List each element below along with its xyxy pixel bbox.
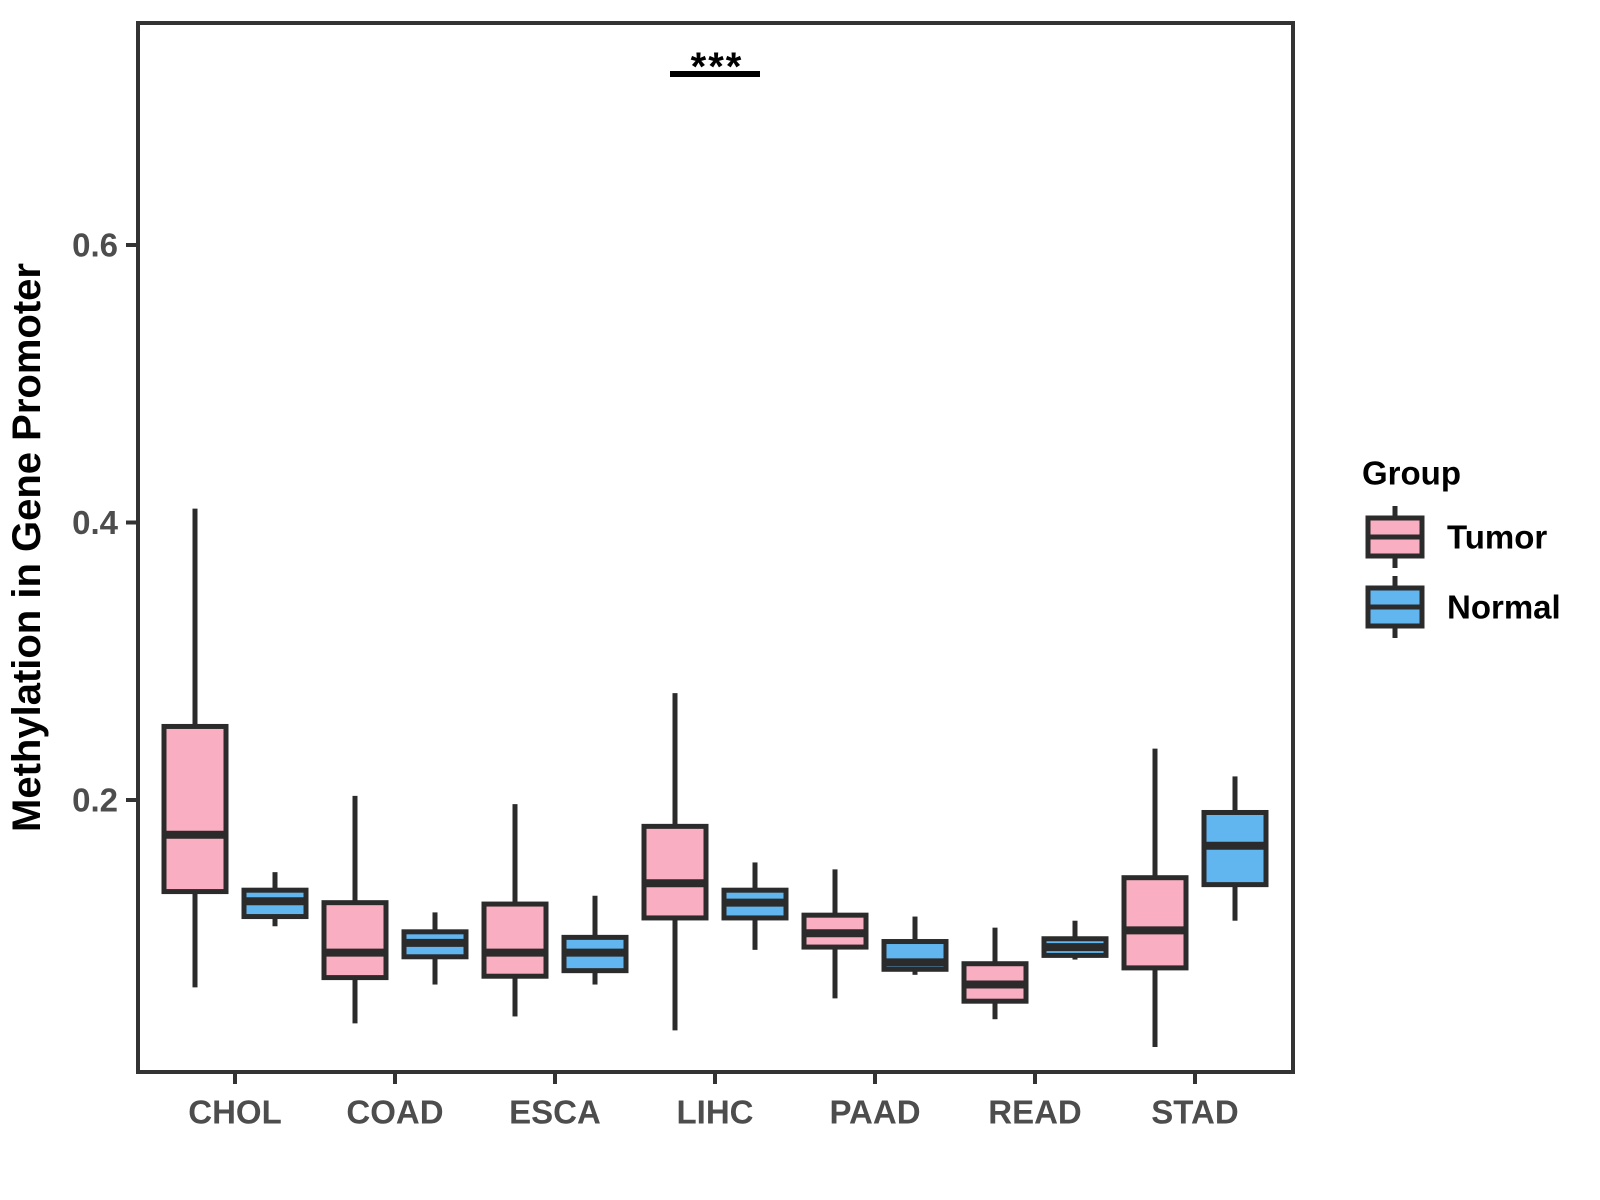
box-stad-tumor <box>1121 748 1189 1047</box>
box-rect <box>481 901 549 979</box>
box-read-tumor <box>961 927 1029 1020</box>
legend-label-tumor: Tumor <box>1447 519 1547 556</box>
box-paad-normal <box>881 916 949 975</box>
y-tick-label: 0.2 <box>72 782 118 819</box>
box-rect <box>1121 875 1189 971</box>
box-rect <box>641 823 709 921</box>
x-tick-label-chol: CHOL <box>188 1094 282 1131</box>
legend-title: Group <box>1362 455 1461 492</box>
x-tick-label-coad: COAD <box>346 1094 443 1131</box>
box-stad-normal <box>1201 776 1269 921</box>
box-read-normal <box>1041 920 1109 960</box>
significance-annotation: *** <box>670 45 760 89</box>
box-lihc-tumor <box>641 693 709 1031</box>
x-tick-label-paad: PAAD <box>829 1094 920 1131</box>
significance-stars: *** <box>691 45 744 89</box>
x-tick-label-lihc: LIHC <box>677 1094 754 1131</box>
legend-key-tumor: Tumor <box>1365 506 1547 568</box>
box-chol-normal <box>241 872 309 927</box>
box-coad-tumor <box>321 795 389 1024</box>
x-tick-label-esca: ESCA <box>509 1094 601 1131</box>
panel-border <box>136 21 1295 1074</box>
box-chol-tumor <box>161 508 229 988</box>
box-esca-normal <box>561 895 629 985</box>
box-coad-normal <box>401 912 469 985</box>
y-tick-label: 0.4 <box>72 504 119 541</box>
box-lihc-normal <box>721 862 789 950</box>
legend-label-normal: Normal <box>1447 589 1561 626</box>
box-esca-tumor <box>481 804 549 1017</box>
x-tick-label-stad: STAD <box>1151 1094 1238 1131</box>
box-rect <box>161 723 229 895</box>
y-tick-label: 0.6 <box>72 227 118 264</box>
box-rect <box>321 900 389 981</box>
x-tick-label-read: READ <box>988 1094 1082 1131</box>
box-paad-tumor <box>801 869 869 999</box>
y-axis-title: Methylation in Gene Promoter <box>5 263 49 832</box>
legend-key-normal: Normal <box>1365 576 1561 638</box>
legend: Group Tumor Normal <box>1362 455 1561 638</box>
